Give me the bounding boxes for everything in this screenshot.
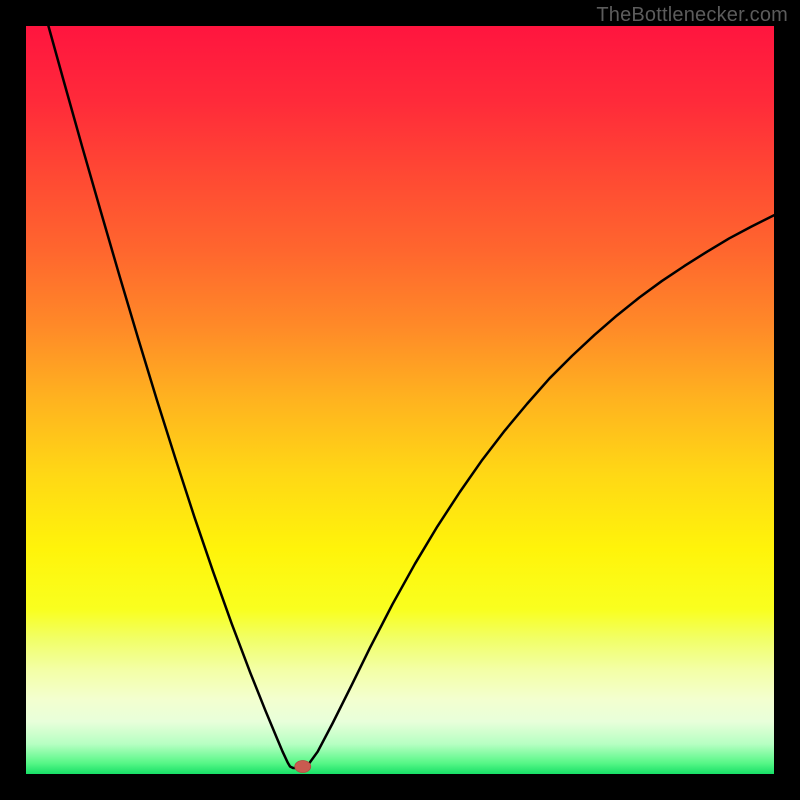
bottleneck-chart [26,26,774,774]
watermark-label: TheBottlenecker.com [596,4,788,27]
plot-area [26,26,774,774]
chart-frame: TheBottlenecker.com [0,0,800,800]
gradient-background [26,26,774,774]
selected-point-marker [295,761,311,773]
